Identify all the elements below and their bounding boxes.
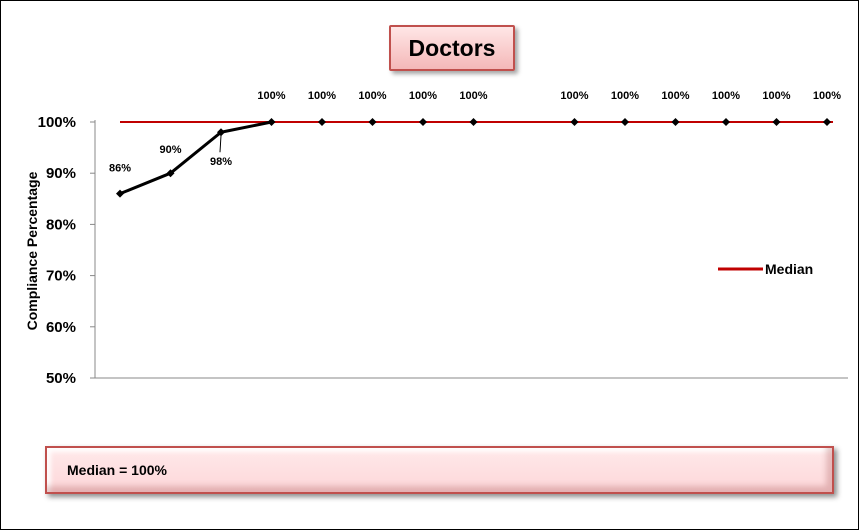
data-point-marker — [469, 118, 478, 126]
data-label: 100% — [762, 90, 790, 102]
axes: 50% 60% 70% 80% 90% 100% — [38, 114, 848, 387]
data-label: 100% — [308, 90, 336, 102]
data-labels: 86% 90% 98% 100% 100% 100% 100% 100% 100% 100% 100… — [109, 90, 841, 175]
data-point-marker — [671, 118, 680, 126]
data-point-marker — [772, 118, 781, 126]
data-point-marker — [267, 118, 276, 126]
data-label: 100% — [409, 90, 437, 102]
chart-title-box: Doctors — [389, 25, 515, 71]
median-summary-box: Median = 100% — [45, 446, 834, 494]
data-point-marker — [570, 118, 579, 126]
data-label: 100% — [611, 90, 639, 102]
data-point-marker — [318, 118, 326, 126]
data-label: 100% — [459, 90, 487, 102]
data-label: 90% — [159, 144, 181, 156]
data-label: 100% — [257, 90, 285, 102]
y-tick-label: 70% — [46, 268, 76, 285]
data-point-marker — [621, 118, 629, 126]
data-point-marker — [823, 118, 831, 126]
y-tick-label: 100% — [38, 114, 76, 131]
y-axis-title: Compliance Percentage — [24, 171, 40, 330]
series-layer — [116, 118, 833, 198]
y-tick-label: 90% — [46, 165, 76, 182]
data-point-marker — [217, 128, 225, 137]
data-point-marker — [116, 189, 124, 198]
data-point-marker — [368, 118, 377, 126]
data-label: 86% — [109, 163, 131, 175]
data-label: 100% — [712, 90, 740, 102]
y-tick-label: 50% — [46, 370, 76, 387]
data-label: 100% — [358, 90, 386, 102]
series-line — [119, 120, 272, 196]
median-summary-text: Median = 100% — [67, 462, 167, 478]
chart-title: Doctors — [408, 34, 496, 61]
data-label: 100% — [661, 90, 689, 102]
y-tick-label: 80% — [46, 216, 76, 233]
data-point-marker — [419, 118, 427, 126]
y-tick-label: 60% — [46, 319, 76, 336]
data-point-marker — [722, 118, 730, 126]
data-label: 100% — [813, 90, 841, 102]
legend-median-label: Median — [765, 261, 813, 277]
data-label: 100% — [560, 90, 588, 102]
data-label: 98% — [210, 156, 232, 168]
data-point-marker — [166, 169, 175, 178]
label-leader-line — [219, 135, 222, 153]
legend: Median — [718, 261, 813, 277]
